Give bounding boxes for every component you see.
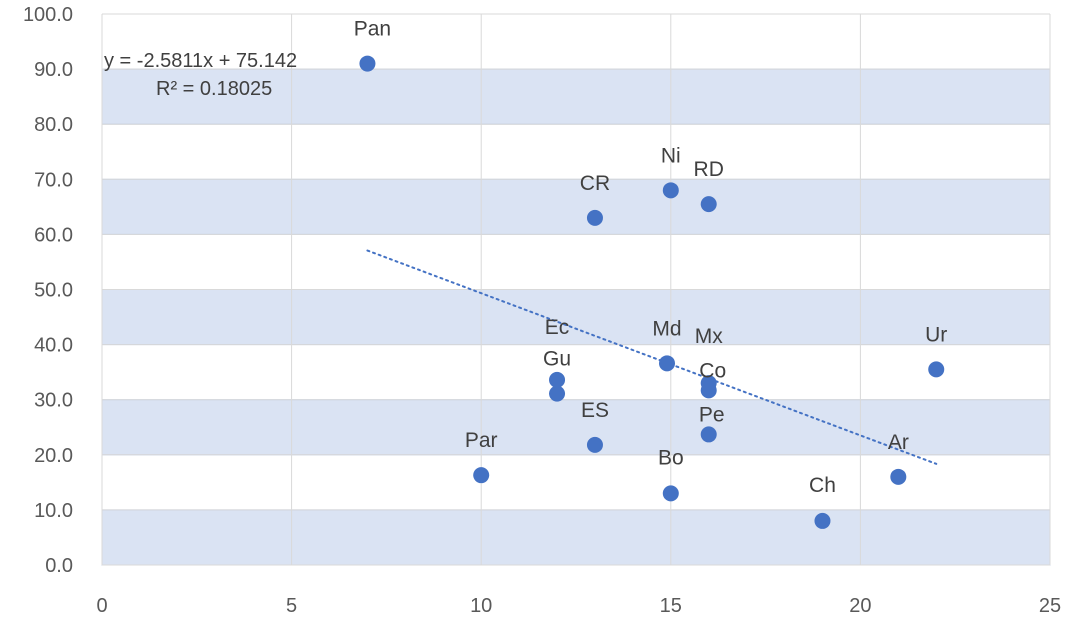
point-label-ch: Ch	[809, 474, 836, 497]
data-point-ur	[928, 361, 945, 378]
data-point-ec	[549, 371, 566, 388]
y-tick-label: 0.0	[45, 555, 73, 577]
background-band-4	[101, 68, 1051, 125]
y-tick-label: 10.0	[34, 500, 73, 522]
data-point-ni	[662, 182, 679, 199]
y-tick-label: 50.0	[34, 280, 73, 302]
point-labels-layer: Pan CR Ni RD Md Mx Co Ec Gu ES Pe Par Bo Ch Ar Ur	[354, 18, 948, 497]
data-point-es	[586, 436, 603, 453]
trendline-equation: y = -2.5811x + 75.142	[104, 50, 297, 72]
data-point-par	[473, 467, 490, 484]
x-tick-label: 10	[470, 595, 492, 617]
point-label-co: Co	[699, 359, 726, 382]
data-point-pan	[359, 55, 376, 72]
point-label-md: Md	[652, 317, 681, 340]
point-label-ec: Ec	[545, 316, 570, 339]
data-point-rd	[700, 196, 717, 213]
data-point-md	[659, 355, 676, 372]
point-label-pe: Pe	[699, 403, 725, 426]
x-tick-label: 20	[849, 595, 871, 617]
y-tick-label: 40.0	[34, 335, 73, 357]
data-point-bo	[662, 485, 679, 502]
background-band-2	[101, 289, 1051, 346]
x-tick-label: 0	[96, 595, 107, 617]
point-label-par: Par	[465, 429, 498, 452]
point-label-ni: Ni	[661, 144, 681, 167]
x-tick-label: 15	[660, 595, 682, 617]
point-label-ar: Ar	[888, 431, 909, 454]
points-layer	[359, 55, 945, 529]
grid-layer	[101, 13, 1051, 566]
data-point-ar	[890, 468, 907, 485]
y-tick-label: 80.0	[34, 114, 73, 136]
data-point-gu	[549, 385, 566, 402]
point-label-pan: Pan	[354, 18, 391, 41]
data-point-pe	[700, 426, 717, 443]
point-label-ur: Ur	[925, 323, 947, 346]
y-tick-label: 20.0	[34, 445, 73, 467]
y-tick-label: 30.0	[34, 390, 73, 412]
background-band-3	[101, 178, 1051, 235]
x-tick-label: 25	[1039, 595, 1061, 617]
trendline-r-squared: R² = 0.18025	[156, 78, 272, 100]
point-label-gu: Gu	[543, 348, 571, 371]
point-label-mx: Mx	[695, 325, 723, 348]
trendline	[366, 249, 938, 465]
x-tick-label: 5	[286, 595, 297, 617]
background-band-1	[101, 399, 1051, 456]
y-tick-label: 90.0	[34, 59, 73, 81]
background-band-0	[101, 509, 1051, 566]
data-point-ch	[814, 512, 831, 529]
point-label-cr: CR	[580, 172, 610, 195]
trend-layer	[366, 249, 938, 465]
data-point-co	[700, 382, 717, 399]
bands-layer	[101, 68, 1051, 566]
y-tick-label: 100.0	[23, 4, 73, 26]
data-point-cr	[586, 209, 603, 226]
point-label-rd: RD	[694, 158, 724, 181]
axis-labels-layer: 0 5 10 15 20 25 0.0 10.0 20.0 30.0 40.0 50.0 60.0 70.…	[23, 4, 1061, 617]
point-label-es: ES	[581, 399, 609, 422]
y-tick-label: 70.0	[34, 169, 73, 191]
y-tick-label: 60.0	[34, 224, 73, 246]
point-label-bo: Bo	[658, 446, 684, 469]
